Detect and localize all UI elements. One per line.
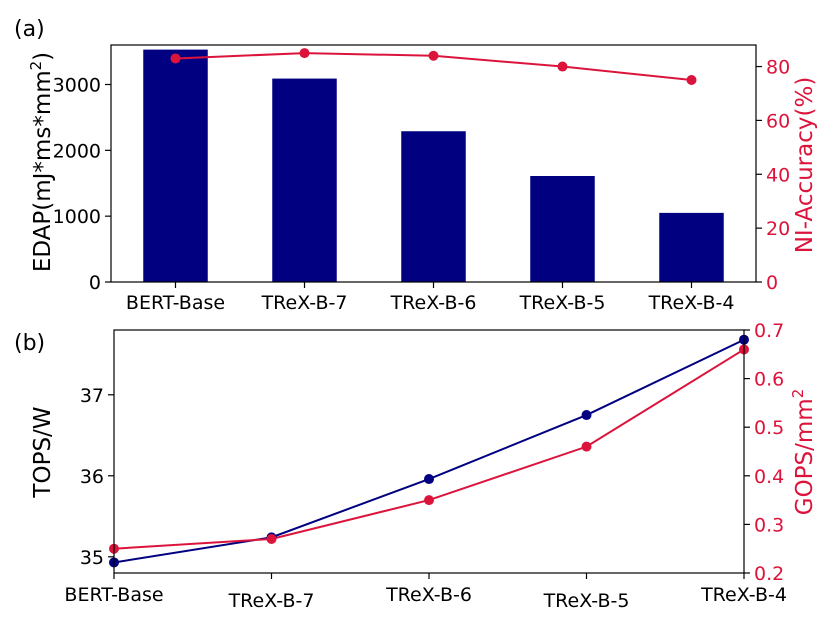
label-superscript: 2 [789,389,807,399]
y2-tick-label-b-0: 0.2 [754,563,784,585]
x-tick-label-a-1: TReX-B-7 [261,292,348,314]
point-ni-accuracy-2 [428,50,439,61]
y-tick-label-a-0: 0 [89,272,101,294]
x-tick-label-b-3: TReX-B-5 [543,590,630,612]
x-tick-label-a-2: TReX-B-6 [390,292,477,314]
y2-tick-label-a-0: 0 [766,272,778,294]
line-gops-per-mm2 [113,348,745,550]
y2-tick-label-b-2: 0.4 [754,466,784,488]
label-superscript: 2 [27,61,45,71]
plot-frame-b [113,329,745,574]
line-tops-per-w [113,338,745,564]
chart-b-secondary-y-axis-label: GOPS/mm2 [789,389,818,516]
label-text: EDAP(mJ*ms*mm [30,70,56,272]
point-gops-per-mm2-2 [424,495,434,506]
bar-edap-4 [659,212,724,282]
point-ni-accuracy-1 [299,48,310,59]
y-tick-label-b-2: 37 [80,385,104,407]
y2-tick-label-b-3: 0.5 [754,417,784,439]
y2-tick-label-a-4: 80 [766,57,790,79]
y-tick-label-a-1: 1000 [53,206,101,228]
point-tops-per-w-3 [581,410,592,421]
y-tick-label-b-0: 35 [80,547,104,569]
label-text-end: ) [30,52,56,61]
y2-tick-label-a-3: 60 [766,110,790,132]
x-tick-label-b-2: TReX-B-6 [385,584,472,606]
y2-tick-label-a-2: 40 [766,164,790,186]
bar-edap-0 [143,49,208,282]
label-text: GOPS/mm [792,398,818,515]
y-tick-label-b-1: 36 [80,466,104,488]
chart-a-y-axis-label: EDAP(mJ*ms*mm2) [27,52,56,272]
chart-b: (b) 35 36 37 0.2 0.3 0.4 0.5 0.6 0.7 BERT-Base TRe… [14,320,818,612]
bar-edap-2 [401,131,466,282]
y-tick-label-a-3: 3000 [53,75,101,97]
point-gops-per-mm2-1 [266,533,277,544]
x-tick-label-b-4: TReX-B-4 [700,584,787,606]
x-tick-label-a-4: TReX-B-4 [648,292,735,314]
bar-edap-3 [530,176,595,282]
x-tick-label-b-1: TReX-B-7 [228,590,315,612]
y2-tick-label-b-1: 0.3 [754,514,784,536]
x-tick-label-a-3: TReX-B-5 [519,292,606,314]
panel-a-label: (a) [14,17,45,42]
point-ni-accuracy-3 [557,61,568,72]
y-tick-label-a-2: 2000 [53,140,101,162]
y2-tick-label-b-4: 0.6 [754,369,784,391]
point-ni-accuracy-0 [170,53,181,64]
chart-a-secondary-y-axis-label: NI-Accuracy(%) [792,77,818,254]
panel-b-label: (b) [14,331,45,356]
x-tick-label-b-0: BERT-Base [64,584,163,606]
chart-b-y-axis-label: TOPS/W [30,406,56,498]
point-tops-per-w-2 [424,474,434,485]
point-ni-accuracy-4 [686,75,697,86]
point-gops-per-mm2-3 [581,441,592,452]
chart-a: (a) 0 1000 2000 3000 0 20 40 60 80 BERT-Base TReX-… [14,17,818,314]
x-tick-label-a-0: BERT-Base [126,292,225,314]
y2-tick-label-a-1: 20 [766,218,790,240]
y2-tick-label-b-5: 0.7 [754,320,784,342]
bar-edap-1 [272,78,337,282]
